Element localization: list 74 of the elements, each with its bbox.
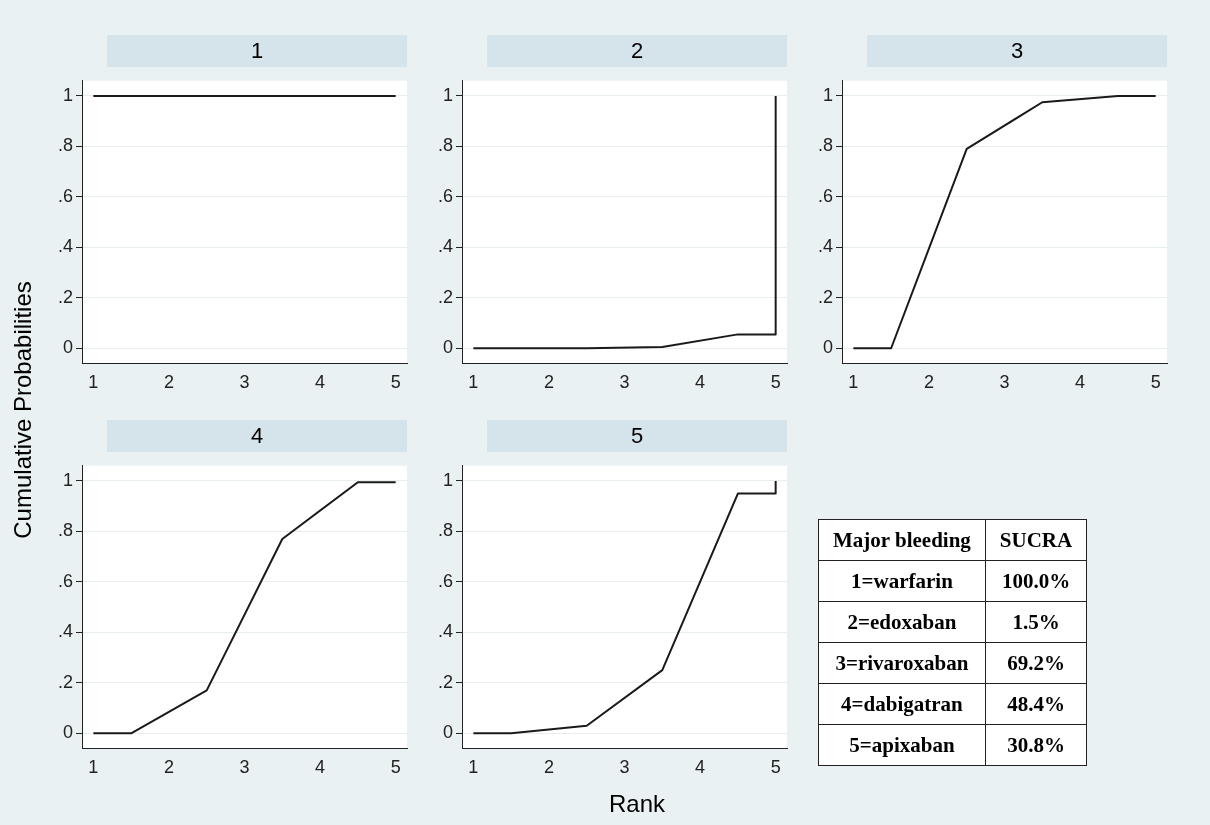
data-label: 48.4% [985, 683, 1087, 725]
y-tick-label: 1 [443, 84, 454, 105]
y-tick-label: .4 [438, 236, 454, 257]
x-tick-label: 1 [468, 372, 479, 393]
x-tick-label: 4 [695, 757, 706, 778]
y-tick-label: .4 [58, 236, 74, 257]
chart-title: 2 [487, 35, 787, 67]
y-tick-label: .2 [438, 286, 454, 307]
x-tick-label: 1 [88, 372, 99, 393]
x-tick-label: 2 [543, 757, 554, 778]
x-tick-label: 3 [619, 372, 630, 393]
x-axis-title: Rank [608, 790, 666, 818]
y-tick-label: 0 [443, 337, 454, 358]
data-label: 100.0% [985, 560, 1087, 602]
x-tick-label: 3 [999, 372, 1010, 393]
chart-title: 5 [487, 420, 787, 452]
chart-title: 3 [867, 35, 1167, 67]
y-tick-label: .8 [58, 520, 74, 541]
x-tick-label: 4 [1075, 372, 1086, 393]
x-tick-label: 2 [923, 372, 934, 393]
x-tick-label: 5 [390, 372, 401, 393]
y-tick-label: 1 [443, 469, 454, 490]
y-tick-label: 0 [823, 337, 834, 358]
x-tick-label: 4 [695, 372, 706, 393]
chart-title: 4 [107, 420, 407, 452]
y-tick-label: .4 [818, 236, 834, 257]
y-tick-label: .8 [818, 135, 834, 156]
y-tick-label: .2 [438, 671, 454, 692]
y-tick-label: .2 [58, 286, 74, 307]
y-tick-label: 1 [63, 84, 74, 105]
y-tick-label: 0 [63, 722, 74, 743]
y-tick-label: .6 [438, 570, 454, 591]
y-tick-label: .6 [438, 185, 454, 206]
x-tick-label: 2 [163, 372, 174, 393]
category-label: 3=rivaroxaban [818, 642, 986, 684]
x-tick-label: 3 [619, 757, 630, 778]
category-label: 1=warfarin [818, 560, 986, 602]
text: SUCRA [985, 519, 1087, 561]
x-tick-label: 1 [88, 757, 99, 778]
x-tick-label: 1 [848, 372, 859, 393]
category-label: 4=dabigatran [818, 683, 986, 725]
x-tick-label: 2 [163, 757, 174, 778]
y-tick-label: .4 [438, 621, 454, 642]
x-tick-label: 3 [239, 757, 250, 778]
x-tick-label: 5 [770, 757, 781, 778]
y-tick-label: .6 [58, 570, 74, 591]
y-tick-label: .8 [58, 135, 74, 156]
category-label: 2=edoxaban [818, 601, 986, 643]
x-tick-label: 2 [543, 372, 554, 393]
y-tick-label: .8 [438, 520, 454, 541]
x-tick-label: 5 [770, 372, 781, 393]
data-label: 30.8% [985, 724, 1087, 766]
chart-title: 1 [107, 35, 407, 67]
y-tick-label: .2 [58, 671, 74, 692]
y-tick-label: 0 [63, 337, 74, 358]
y-tick-label: .4 [58, 621, 74, 642]
y-tick-label: 0 [443, 722, 454, 743]
x-tick-label: 3 [239, 372, 250, 393]
y-tick-label: .6 [58, 185, 74, 206]
text: Major bleeding [818, 519, 986, 561]
y-tick-label: 1 [823, 84, 834, 105]
x-tick-label: 1 [468, 757, 479, 778]
x-tick-label: 5 [390, 757, 401, 778]
data-label: 1.5% [985, 601, 1087, 643]
data-label: 69.2% [985, 642, 1087, 684]
category-label: 5=apixaban [818, 724, 986, 766]
y-tick-label: 1 [63, 469, 74, 490]
x-tick-label: 5 [1150, 372, 1161, 393]
x-tick-label: 4 [315, 757, 326, 778]
y-tick-label: .8 [438, 135, 454, 156]
x-tick-label: 4 [315, 372, 326, 393]
y-axis-title: Cumulative Probabilities [9, 281, 37, 539]
y-tick-label: .2 [818, 286, 834, 307]
y-tick-label: .6 [818, 185, 834, 206]
